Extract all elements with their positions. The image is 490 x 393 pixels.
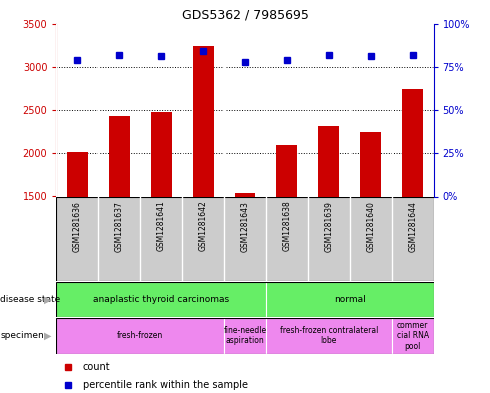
Text: specimen: specimen — [0, 331, 44, 340]
Bar — [266, 318, 392, 354]
Text: GSM1281644: GSM1281644 — [408, 201, 417, 252]
Text: normal: normal — [334, 295, 366, 304]
Bar — [318, 127, 339, 196]
Text: ▶: ▶ — [44, 294, 52, 305]
Text: count: count — [83, 362, 110, 373]
Bar — [193, 46, 214, 196]
Bar — [56, 282, 266, 317]
Bar — [109, 116, 130, 196]
Text: anaplastic thyroid carcinomas: anaplastic thyroid carcinomas — [93, 295, 229, 304]
Bar — [67, 152, 88, 196]
Text: GSM1281638: GSM1281638 — [282, 201, 292, 252]
Text: disease state: disease state — [0, 295, 61, 304]
Text: GSM1281640: GSM1281640 — [366, 201, 375, 252]
Text: GSM1281637: GSM1281637 — [115, 201, 124, 252]
Title: GDS5362 / 7985695: GDS5362 / 7985695 — [182, 8, 308, 21]
Text: GSM1281643: GSM1281643 — [241, 201, 249, 252]
Bar — [266, 282, 434, 317]
Bar — [224, 318, 266, 354]
Bar — [276, 145, 297, 196]
Text: fine-needle
aspiration: fine-needle aspiration — [223, 326, 267, 345]
Text: GSM1281639: GSM1281639 — [324, 201, 333, 252]
Bar — [151, 112, 171, 196]
Text: fresh-frozen: fresh-frozen — [117, 331, 163, 340]
Text: GSM1281641: GSM1281641 — [157, 201, 166, 252]
Bar — [402, 89, 423, 196]
Text: GSM1281636: GSM1281636 — [73, 201, 82, 252]
Bar — [360, 132, 381, 196]
Bar — [392, 318, 434, 354]
Text: GSM1281642: GSM1281642 — [198, 201, 208, 252]
Text: commer
cial RNA
pool: commer cial RNA pool — [396, 321, 429, 351]
Bar — [56, 318, 224, 354]
Bar — [235, 193, 255, 196]
Text: percentile rank within the sample: percentile rank within the sample — [83, 380, 248, 390]
Text: ▶: ▶ — [44, 331, 52, 341]
Text: fresh-frozen contralateral
lobe: fresh-frozen contralateral lobe — [280, 326, 378, 345]
